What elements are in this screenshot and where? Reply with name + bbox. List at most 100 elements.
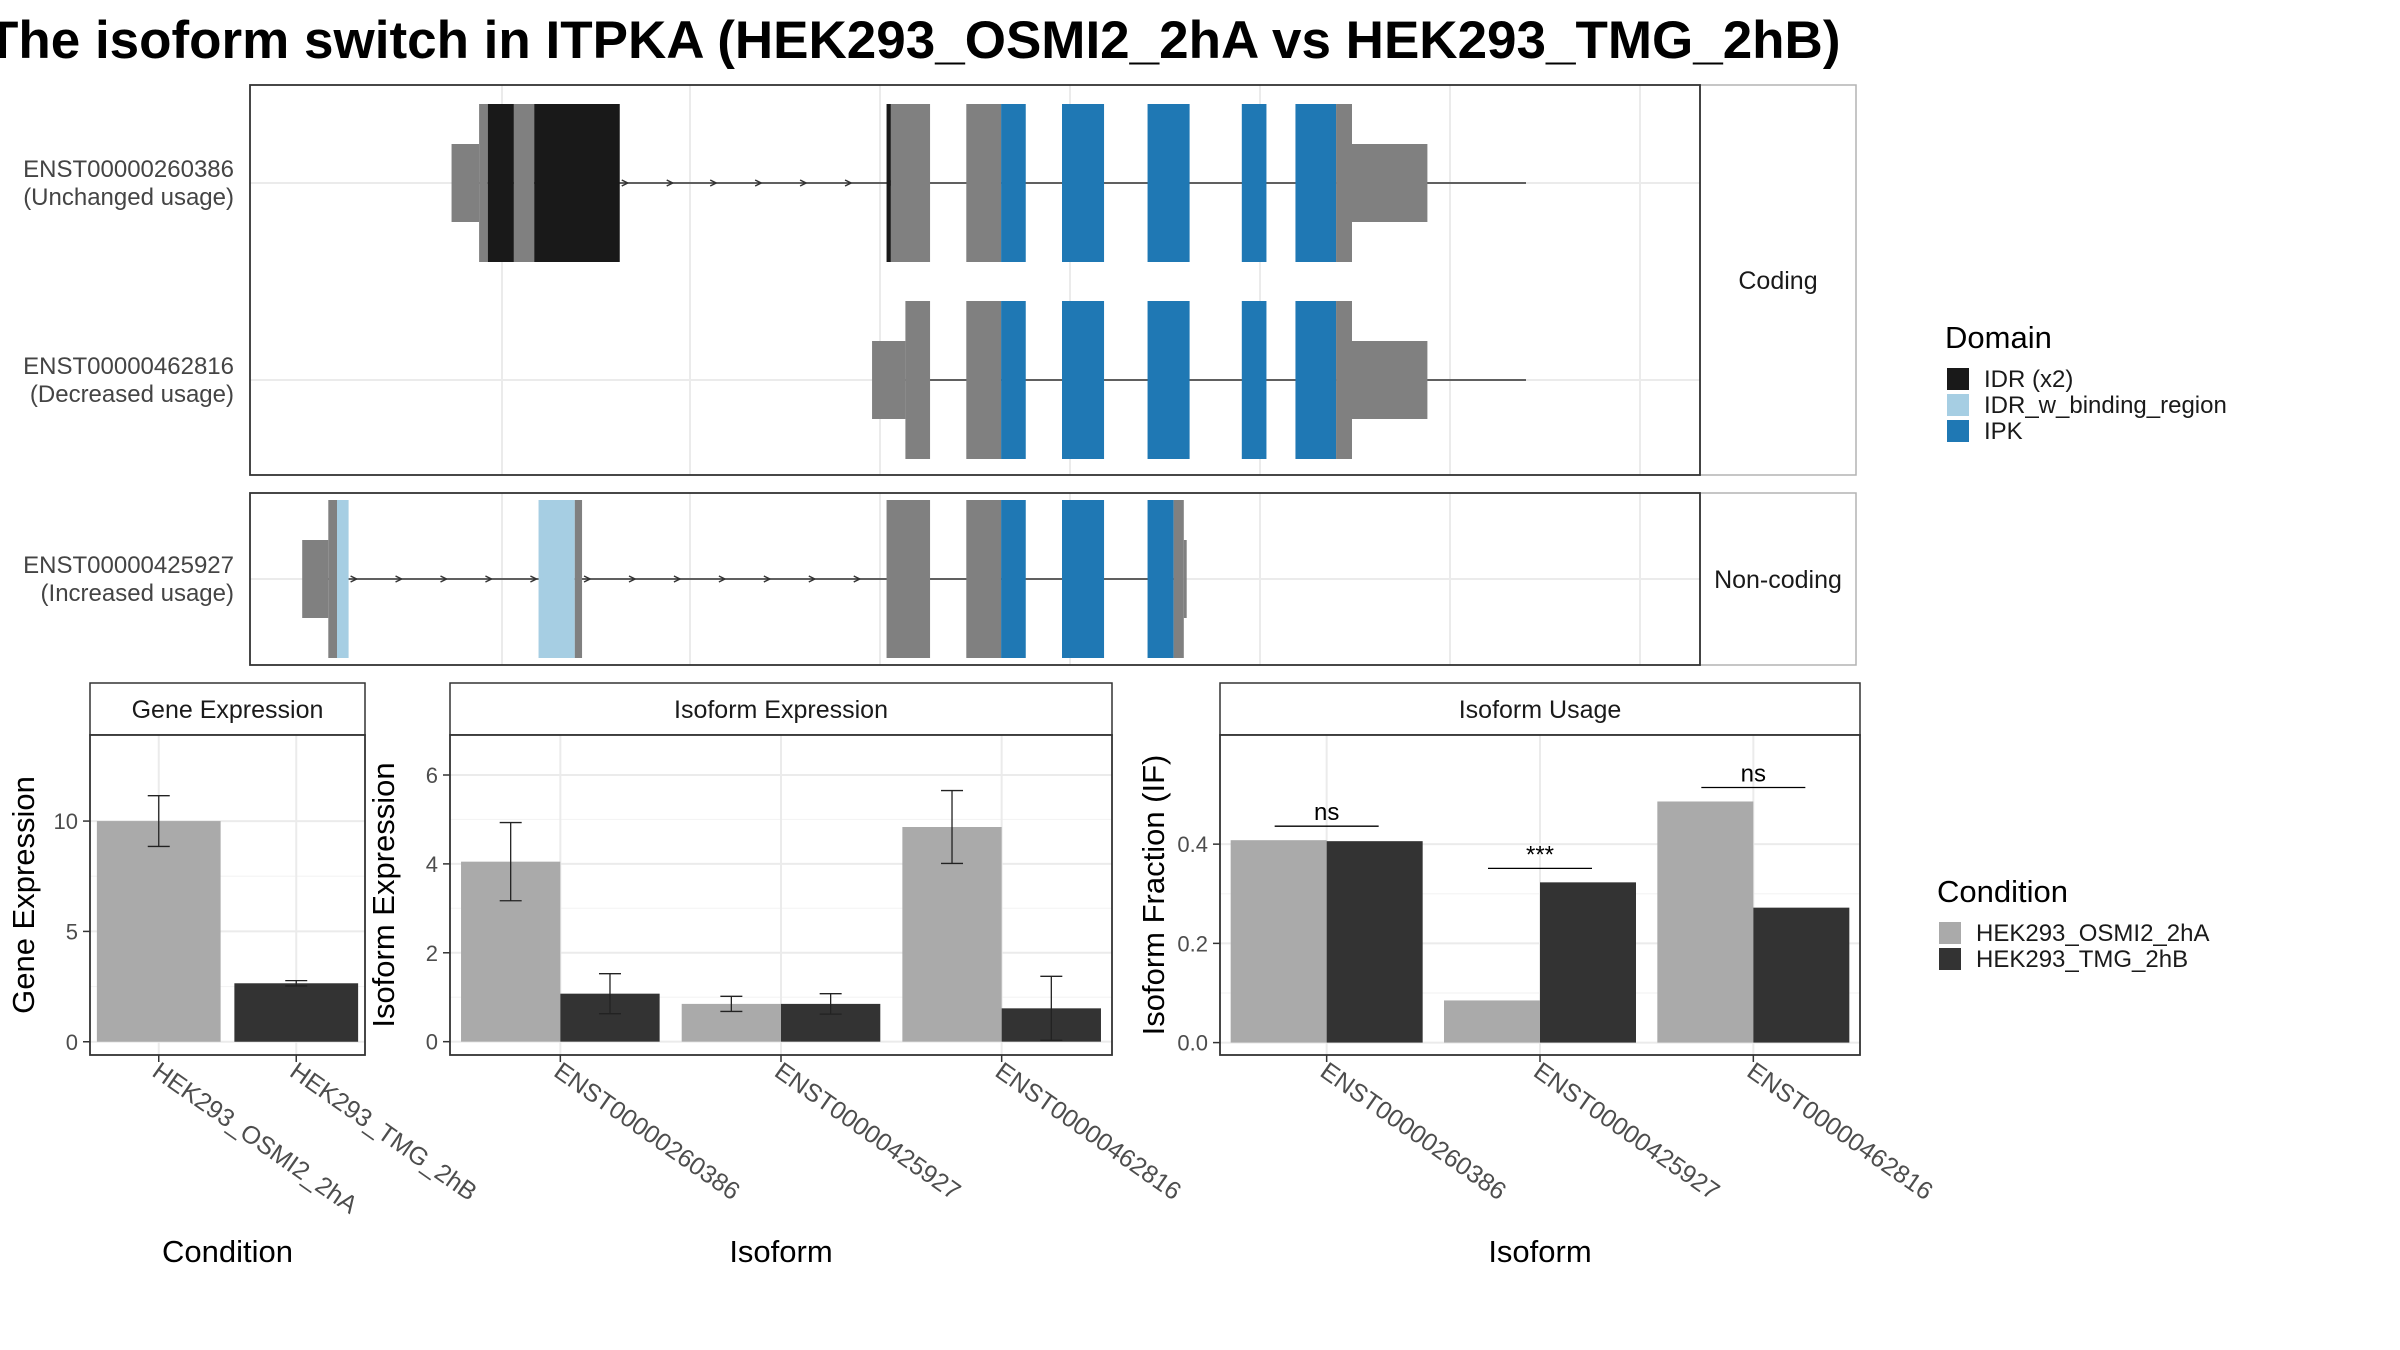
legend-label: HEK293_TMG_2hB bbox=[1976, 946, 2188, 973]
legend-key-idr bbox=[1947, 368, 1969, 390]
significance-label: *** bbox=[1526, 841, 1554, 868]
y-tick-label: 4 bbox=[426, 852, 438, 877]
bar-hek293_osmi2_2ha bbox=[1444, 1000, 1540, 1043]
direction-arrow bbox=[754, 179, 763, 187]
exon-utr bbox=[451, 144, 480, 222]
exon-ipk bbox=[1147, 104, 1190, 262]
legend-label: HEK293_OSMI2_2hA bbox=[1976, 920, 2209, 947]
legend-label: IDR (x2) bbox=[1984, 366, 2073, 393]
exon-utr bbox=[966, 301, 1002, 459]
exon-utr bbox=[905, 301, 931, 459]
exon-utr bbox=[1336, 301, 1352, 459]
legend-label: IPK bbox=[1984, 418, 2023, 445]
x-axis-title: Isoform bbox=[729, 1234, 832, 1269]
exon-ipk bbox=[1147, 500, 1174, 658]
chart-isoform-usage: Isoform Usage ns *** ns 0.0 0.2 0.4 ENST0000026… bbox=[1136, 682, 1938, 1269]
y-axis-title: Gene Expression bbox=[6, 776, 41, 1014]
x-tick-label: ENST00000260386 bbox=[1315, 1057, 1511, 1206]
exon-utr bbox=[479, 104, 488, 262]
significance-label: ns bbox=[1314, 799, 1339, 826]
exon-utr bbox=[1173, 500, 1184, 658]
y-tick-label: 0 bbox=[66, 1030, 78, 1055]
transcript-usage-label: (Increased usage) bbox=[41, 580, 234, 607]
bar-hek293_tmg_2hb bbox=[1326, 841, 1423, 1043]
exon-ipk bbox=[1241, 301, 1267, 459]
chart-strip bbox=[89, 682, 366, 736]
exon-idr_binding bbox=[538, 500, 575, 658]
direction-arrow bbox=[673, 575, 682, 583]
transcript-ENST00000462816: ENST00000462816(Decreased usage) bbox=[23, 301, 1526, 459]
exon-idr bbox=[886, 104, 891, 262]
x-tick-label: ENST00000260386 bbox=[549, 1057, 745, 1206]
exon-ipk bbox=[1241, 104, 1267, 262]
exon-ipk bbox=[1147, 301, 1190, 459]
chart-title: Isoform Usage bbox=[1459, 696, 1622, 724]
exon-utr bbox=[513, 104, 535, 262]
exon-utr bbox=[872, 341, 906, 419]
legend-label: IDR_w_binding_region bbox=[1984, 392, 2227, 419]
direction-arrow bbox=[628, 575, 637, 583]
y-tick-label: 0.2 bbox=[1177, 931, 1208, 956]
direction-arrow bbox=[440, 575, 449, 583]
direction-arrow bbox=[763, 575, 772, 583]
x-axis-title: Isoform bbox=[1488, 1234, 1591, 1269]
bar-hek293_tmg_2hb bbox=[1540, 882, 1636, 1043]
exon-ipk bbox=[1001, 301, 1026, 459]
transcript-usage-label: (Decreased usage) bbox=[30, 381, 234, 408]
figure-title: The isoform switch in ITPKA (HEK293_OSMI… bbox=[0, 11, 1840, 70]
chart-gene-expression: Gene Expression0510HEK293_OSMI2_2hAHEK29… bbox=[6, 682, 482, 1269]
y-axis-title: Isoform Expression bbox=[366, 762, 401, 1027]
direction-arrow bbox=[621, 179, 630, 187]
exon-utr bbox=[890, 104, 931, 262]
chart-title: Isoform Expression bbox=[674, 696, 888, 724]
direction-arrow bbox=[530, 575, 539, 583]
y-axis-title: Isoform Fraction (IF) bbox=[1136, 755, 1171, 1036]
transcript-ENST00000260386: ENST00000260386(Unchanged usage) bbox=[23, 104, 1526, 262]
x-tick-label: ENST00000425927 bbox=[770, 1057, 966, 1206]
y-tick-label: 6 bbox=[426, 763, 438, 788]
exon-ipk bbox=[1295, 301, 1337, 459]
chart-panel-border bbox=[89, 734, 366, 1056]
direction-arrow bbox=[485, 575, 494, 583]
exon-ipk bbox=[1295, 104, 1337, 262]
facet-strip-label: Non-coding bbox=[1714, 566, 1842, 594]
direction-arrow bbox=[853, 575, 862, 583]
exon-idr_binding bbox=[337, 500, 349, 658]
facet-strip-label: Coding bbox=[1738, 267, 1817, 295]
x-tick-label: ENST00000462816 bbox=[990, 1057, 1186, 1206]
y-tick-label: 5 bbox=[66, 919, 78, 944]
exon-utr bbox=[966, 104, 1002, 262]
y-tick-label: 0 bbox=[426, 1030, 438, 1055]
direction-arrow bbox=[395, 575, 404, 583]
bar-hek293_osmi2_2ha bbox=[1230, 840, 1327, 1043]
transcript-id-label: ENST00000425927 bbox=[23, 552, 234, 579]
transcript-id-label: ENST00000462816 bbox=[23, 353, 234, 380]
transcript-structure-plot: Coding Non-coding ENST00000260386(Unchange… bbox=[23, 84, 1857, 666]
x-tick-label: ENST00000425927 bbox=[1529, 1057, 1725, 1206]
direction-arrow bbox=[709, 179, 718, 187]
y-tick-label: 0.0 bbox=[1177, 1031, 1208, 1056]
bar-hek293_osmi2_2ha bbox=[96, 821, 221, 1042]
y-tick-label: 10 bbox=[54, 809, 78, 834]
chart-strip bbox=[449, 682, 1113, 736]
legend-title: Condition bbox=[1937, 874, 2068, 909]
x-axis-title: Condition bbox=[162, 1234, 293, 1269]
exon-idr bbox=[487, 104, 514, 262]
bar-hek293_osmi2_2ha bbox=[1657, 801, 1754, 1043]
exon-idr bbox=[534, 104, 620, 262]
exon-utr bbox=[966, 500, 1002, 658]
transcript-ENST00000425927: ENST00000425927(Increased usage) bbox=[23, 500, 1187, 658]
chart-title: Gene Expression bbox=[132, 696, 324, 724]
bar-hek293_tmg_2hb bbox=[234, 983, 359, 1042]
direction-arrow bbox=[799, 179, 808, 187]
facet-strip bbox=[1699, 84, 1857, 476]
structure-panel-border bbox=[249, 492, 1701, 666]
legend-title: Domain bbox=[1945, 320, 2052, 355]
exon-utr bbox=[574, 500, 583, 658]
exon-utr bbox=[886, 500, 931, 658]
